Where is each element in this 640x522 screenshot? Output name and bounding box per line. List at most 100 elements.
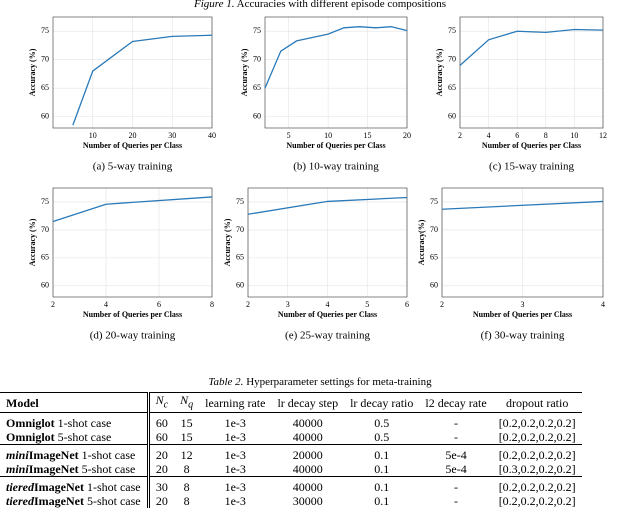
table-cell: 8 [183,462,190,477]
table-cell: 0.1 [374,462,390,477]
x-axis-label: Number of Queries per Class [278,310,377,319]
table-cell: 40000 [292,430,323,445]
x-tick-label: 4 [326,300,330,309]
table-cell: 15 [180,430,193,445]
model-suffix: 1-shot case [54,416,112,431]
x-tick-label: 8 [210,300,214,309]
model-cell: Omniglot 5-shot case [0,430,150,445]
x-tick-label: 5 [287,131,291,140]
table-cell: [0.2,0.2,0.2,0.2] [492,412,582,431]
table-cell: 1e-3 [224,462,246,477]
table-cell: 0.1 [344,476,420,495]
y-tick-label: 70 [448,55,456,64]
y-tick-label: 70 [430,225,438,234]
line [441,200,604,210]
table-cell: 0.5 [344,412,420,431]
y-tick-label: 60 [430,281,438,290]
x-tick-label: 2 [51,300,55,309]
table-cell: 1e-3 [199,412,272,431]
x-tick-label: 12 [599,131,607,140]
x-tick-label: 10 [89,131,97,140]
plot-frame [52,16,213,129]
table-cell: [0.2,0.2,0.2,0.2] [498,430,576,445]
model-prefix: mini [6,462,29,477]
header-symbol: N [155,393,164,407]
model-cell: miniImageNet 1-shot case [0,444,150,463]
table-cell: - [454,430,459,445]
table-cell: 30000 [292,494,323,509]
model-name: ImageNet [34,480,84,495]
y-axis-label: Accuracy (%) [223,218,232,266]
x-tick-label: 10 [324,131,332,140]
table-cell: 8 [174,476,200,495]
table-row: Omniglot 5-shot case 60 15 1e-3 40000 0.5 - [0.… [0,430,582,445]
header-row: Model Nc Nq learning rate lr decay step lr de… [0,392,582,414]
y-tick-label: 70 [41,225,49,234]
table-cell: [0.2,0.2,0.2,0.2] [492,444,582,463]
y-tick-label: 75 [236,197,244,206]
y-tick-label: 65 [41,253,49,262]
model-suffix: 5-shot case [78,462,136,477]
table-cell: 20 [155,494,168,509]
table-cell: - [419,412,493,431]
line [247,196,408,215]
x-tick-label: 20 [403,131,411,140]
x-tick-label: 4 [601,300,605,309]
model-suffix: 5-shot case [54,430,112,445]
x-tick-label: 5 [365,300,369,309]
y-tick-label: 75 [41,26,49,35]
line [52,196,213,223]
x-tick-label: 8 [544,131,548,140]
y-tick-label: 65 [448,83,456,92]
x-tick-label: 6 [405,300,409,309]
chart-caption: (c) 15-way training [489,161,574,173]
model-suffix: 5-shot case [83,494,141,509]
x-tick-label: 4 [487,131,491,140]
plot-frame [441,187,604,298]
table-cell: 20000 [271,444,345,463]
y-axis-label: Accuracy (%) [28,218,37,266]
x-tick-label: 3 [521,300,525,309]
x-tick-label: 2 [458,131,462,140]
y-tick-label: 60 [41,111,49,120]
model-name: ImageNet [34,494,84,509]
x-tick-label: 6 [515,131,519,140]
table-cell: 12 [174,444,200,463]
table-cell: 1e-3 [199,476,272,495]
header-subscript: c [163,399,169,411]
header-cell: Nc [148,392,175,414]
table-row: Omniglot 1-shot case 60 15 1e-3 40000 0.5- [0.… [0,412,582,431]
x-tick-label: 20 [129,131,137,140]
chart-caption: (d) 20-way training [90,330,176,342]
header-cell: Nq [174,392,200,414]
y-axis-label: Accuracy (%) [28,48,37,96]
table-cell: 20 [155,462,168,477]
model-cell: tieredImageNet 5-shot case [0,494,150,509]
line [72,34,213,126]
table-row: tieredImageNet 5-shot case 20 8 1e-3 30000 0.… [0,494,582,509]
model-prefix: tiered [6,494,34,509]
table-cell: 0.5 [374,430,390,445]
table-label: Table 2. [208,376,244,388]
table-cell: 8 [183,494,190,509]
x-tick-label: 3 [286,300,290,309]
y-tick-label: 70 [41,55,49,64]
table-cell: - [454,494,459,509]
plot-frame [52,187,213,298]
figure-text: Accuracies with different episode compos… [236,0,447,10]
table-cell: 5e-4 [419,444,493,463]
table-cell: 20 [148,444,175,463]
x-axis-label: Number of Queries per Class [83,310,182,319]
header-cell: Model [0,392,150,414]
plot-frame [264,16,408,129]
table-cell: - [419,476,493,495]
chart-caption: (f) 30-way training [481,330,565,342]
model-suffix: 1-shot case [78,448,136,463]
table-cell: 1e-3 [199,444,272,463]
model-name: ImageNet [28,462,79,477]
table-cell: 15 [174,412,200,431]
model-prefix: tiered [6,480,34,495]
line [459,28,604,66]
table-cell: [0.3,0.2,0.2,0.2] [498,462,576,477]
